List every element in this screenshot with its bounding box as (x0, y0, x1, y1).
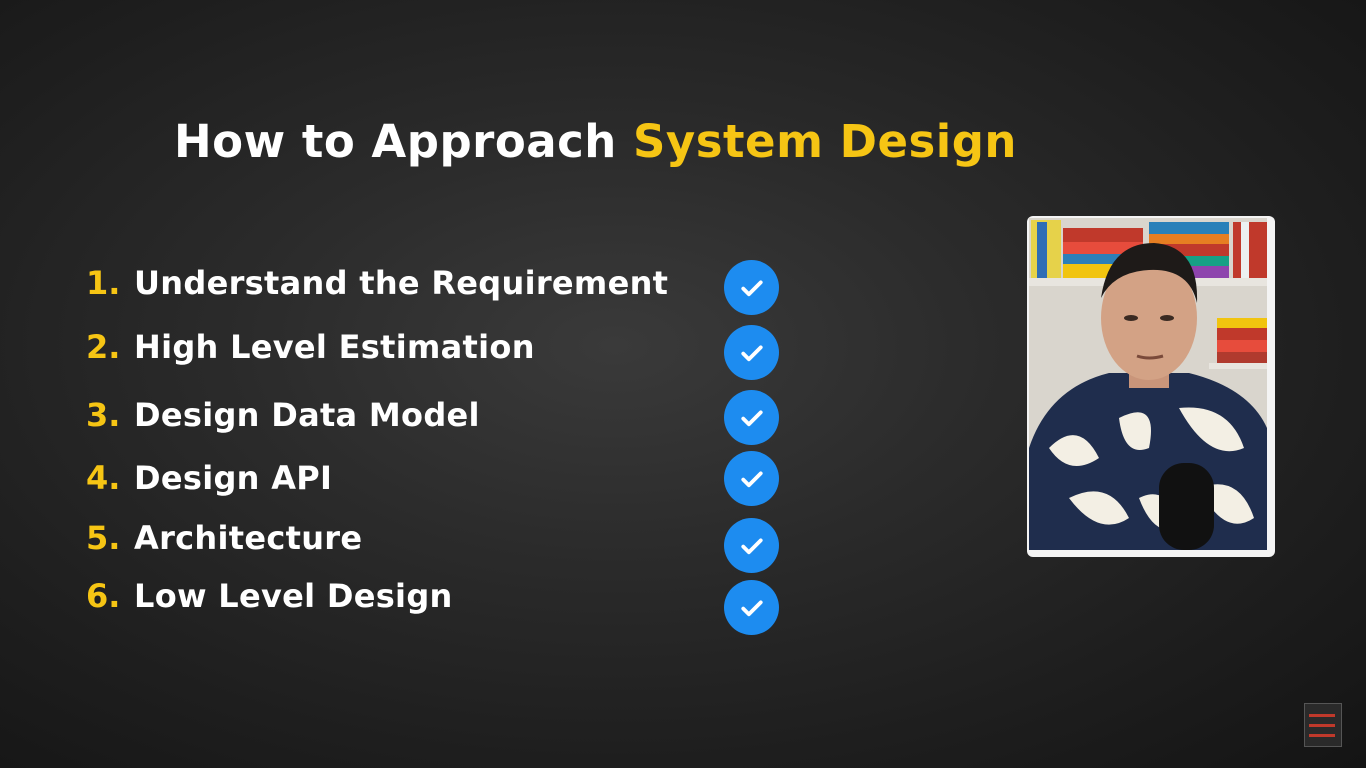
title-accent: System Design (633, 115, 1017, 168)
check-circle-icon (724, 518, 779, 573)
step-label: Design API (134, 459, 333, 497)
step-label: Low Level Design (134, 577, 453, 615)
step-item: 2. High Level Estimation (86, 327, 535, 367)
slide-title: How to Approach System Design (174, 112, 1017, 172)
step-item: 4. Design API (86, 458, 332, 498)
presenter-illustration (1029, 218, 1267, 550)
step-number: 3. (86, 396, 121, 434)
step-number: 6. (86, 577, 121, 615)
step-label: Understand the Requirement (134, 264, 669, 302)
check-circle-icon (724, 260, 779, 315)
step-number: 4. (86, 459, 121, 497)
step-label: Architecture (134, 519, 363, 557)
badge-stripe (1309, 734, 1335, 737)
step-item: 1. Understand the Requirement (86, 263, 668, 303)
step-number: 2. (86, 328, 121, 366)
step-item: 6. Low Level Design (86, 576, 453, 616)
check-circle-icon (724, 390, 779, 445)
badge-stripe (1309, 714, 1335, 717)
check-circle-icon (724, 451, 779, 506)
steps-list: 1. Understand the Requirement 2. High Le… (86, 0, 806, 768)
presenter-webcam (1029, 218, 1267, 550)
step-number: 5. (86, 519, 121, 557)
title-prefix: How to Approach (174, 115, 634, 168)
step-label: Design Data Model (134, 396, 480, 434)
check-circle-icon (724, 580, 779, 635)
check-circle-icon (724, 325, 779, 380)
step-label: High Level Estimation (134, 328, 535, 366)
channel-badge-icon (1304, 703, 1342, 747)
step-item: 5. Architecture (86, 518, 362, 558)
badge-stripe (1309, 724, 1335, 727)
step-number: 1. (86, 264, 121, 302)
step-item: 3. Design Data Model (86, 395, 480, 435)
